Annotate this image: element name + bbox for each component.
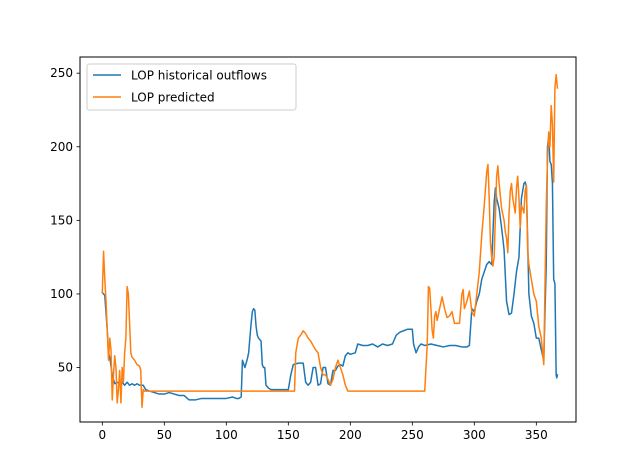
legend: LOP historical outflows LOP predicted <box>86 63 297 111</box>
plot-background <box>80 57 576 422</box>
series-layer <box>101 73 559 409</box>
legend-label-0: LOP historical outflows <box>131 69 267 83</box>
x-tick-label: 50 <box>157 428 172 442</box>
axes-border <box>79 56 577 423</box>
y-tick-label: 200 <box>50 140 73 154</box>
series-line-1 <box>101 73 559 409</box>
x-tick-label: 100 <box>215 428 238 442</box>
y-tick-label: 150 <box>50 213 73 227</box>
y-tick-label: 100 <box>50 287 73 301</box>
legend-box <box>86 63 297 111</box>
x-axis-ticks: 0 50 100 150 200 250 300 350 <box>98 422 548 442</box>
y-tick-label: 250 <box>50 66 73 80</box>
legend-label-1: LOP predicted <box>131 91 215 105</box>
y-axis-ticks: 50 100 150 200 250 <box>50 66 80 375</box>
x-tick-label: 200 <box>339 428 362 442</box>
x-tick-label: 350 <box>525 428 548 442</box>
series-line-0 <box>101 135 559 401</box>
x-tick-label: 300 <box>463 428 486 442</box>
x-tick-label: 150 <box>277 428 300 442</box>
x-tick-label: 0 <box>98 428 106 442</box>
axes-frame <box>79 56 577 423</box>
x-tick-label: 250 <box>401 428 424 442</box>
y-tick-label: 50 <box>58 361 73 375</box>
